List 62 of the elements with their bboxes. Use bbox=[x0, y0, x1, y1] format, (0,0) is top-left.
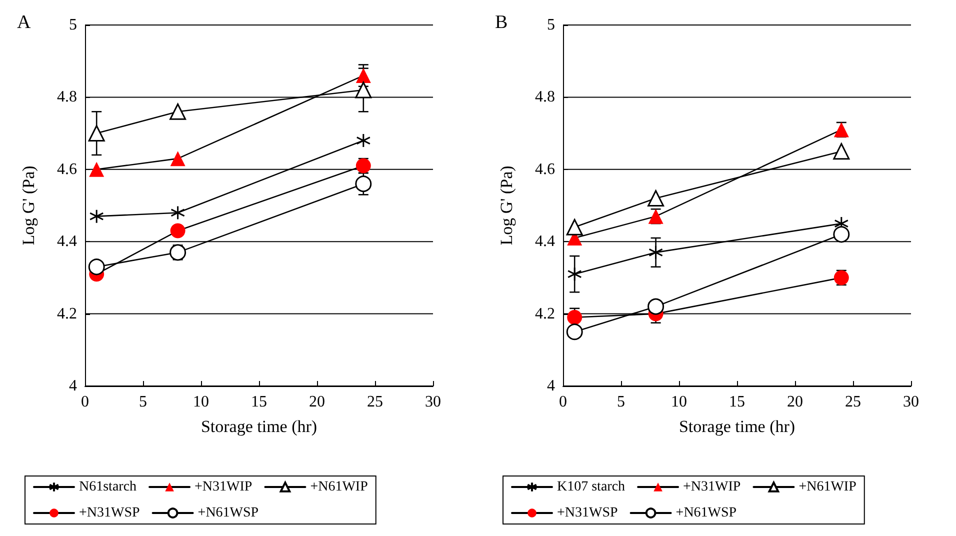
chart-title: A bbox=[17, 12, 31, 33]
point bbox=[170, 223, 186, 238]
x-tick-label: 25 bbox=[367, 394, 383, 410]
x-tick-label: 20 bbox=[309, 394, 325, 410]
point bbox=[648, 298, 664, 315]
y-axis-title: Log G' (Pa) bbox=[497, 166, 516, 246]
point bbox=[89, 162, 104, 177]
legend-label: +N61WSP bbox=[198, 506, 259, 520]
point bbox=[833, 226, 850, 243]
point bbox=[88, 258, 105, 276]
legend-label: N61starch bbox=[79, 480, 137, 494]
y-tick-label: 5 bbox=[547, 16, 555, 34]
x-tick-label: 5 bbox=[139, 394, 147, 410]
y-tick-label: 4 bbox=[69, 378, 77, 394]
x-tick-label: 15 bbox=[251, 394, 267, 410]
x-tick-label: 0 bbox=[559, 394, 567, 410]
y-tick-label: 4.6 bbox=[535, 160, 555, 178]
point bbox=[566, 324, 583, 340]
y-tick-label: 4.4 bbox=[535, 233, 555, 250]
x-tick-label: 10 bbox=[193, 394, 209, 410]
y-tick-label: 4.8 bbox=[535, 88, 555, 106]
point bbox=[170, 205, 186, 220]
legend-label: +N61WSP bbox=[676, 506, 737, 520]
x-tick-label: 30 bbox=[903, 394, 919, 410]
point bbox=[170, 151, 186, 166]
y-axis-title: Log G' (Pa) bbox=[19, 166, 38, 246]
point bbox=[648, 245, 664, 260]
point bbox=[566, 218, 583, 236]
point bbox=[567, 266, 582, 282]
legend-label: +N31WIP bbox=[683, 480, 741, 494]
y-tick-label: 4 bbox=[547, 378, 555, 394]
point bbox=[356, 133, 371, 148]
x-tick-label: 15 bbox=[729, 394, 745, 410]
x-tick-label: 20 bbox=[787, 394, 803, 410]
x-tick-label: 25 bbox=[845, 394, 861, 410]
point bbox=[833, 143, 850, 160]
point bbox=[355, 176, 372, 192]
point bbox=[355, 82, 372, 98]
x-axis-title: Storage time (hr) bbox=[678, 417, 796, 436]
y-tick-label: 4.8 bbox=[57, 88, 77, 106]
y-tick-label: 4.6 bbox=[57, 160, 77, 178]
chart-title: B bbox=[495, 12, 508, 33]
x-axis-title: Storage time (hr) bbox=[200, 417, 318, 436]
legend-label: +N31WSP bbox=[557, 506, 618, 520]
point bbox=[89, 209, 104, 224]
point bbox=[170, 244, 186, 261]
y-tick-label: 4.4 bbox=[57, 233, 77, 250]
x-tick-label: 30 bbox=[425, 394, 441, 410]
x-tick-label: 10 bbox=[671, 394, 687, 410]
legend-label: +N61WIP bbox=[798, 480, 857, 494]
point bbox=[88, 125, 105, 142]
point bbox=[356, 68, 371, 84]
y-tick-label: 4.2 bbox=[535, 305, 555, 322]
y-tick-label: 4.2 bbox=[57, 305, 77, 322]
x-tick-label: 5 bbox=[617, 394, 625, 410]
legend-label: +N31WIP bbox=[194, 480, 252, 494]
legend-label: +N61WIP bbox=[310, 480, 368, 494]
x-tick-label: 0 bbox=[81, 394, 89, 410]
point bbox=[170, 103, 186, 120]
legend-label: K107 starch bbox=[557, 480, 626, 494]
legend-label: +N31WSP bbox=[79, 506, 140, 520]
y-tick-label: 5 bbox=[69, 16, 77, 34]
